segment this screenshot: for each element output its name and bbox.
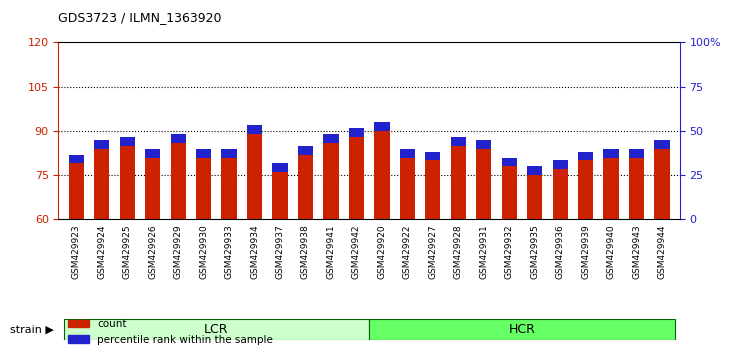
Bar [145,149,160,219]
Bar [273,164,288,219]
Text: LCR: LCR [204,323,229,336]
Bar [196,149,211,158]
Bar [298,146,313,219]
FancyBboxPatch shape [369,319,675,340]
Bar [247,125,262,219]
Bar [69,155,84,164]
Bar [273,164,288,172]
Bar [170,134,186,143]
Bar [501,158,517,219]
Bar [553,160,568,169]
Bar [69,155,84,219]
Bar [654,140,670,219]
Bar [553,160,568,219]
Bar [603,149,618,158]
Bar [349,128,364,137]
Bar [349,128,364,219]
Bar [629,149,644,158]
Bar [120,137,135,146]
Bar [196,149,211,219]
Bar [654,140,670,149]
Bar [247,125,262,134]
Bar [145,149,160,158]
Bar [527,166,542,219]
Bar [450,137,466,146]
Bar [400,149,415,219]
Bar [527,166,542,175]
Bar [450,137,466,219]
Text: strain ▶: strain ▶ [10,324,53,334]
Text: GDS3723 / ILMN_1363920: GDS3723 / ILMN_1363920 [58,11,222,24]
Bar [629,149,644,219]
Bar [221,149,237,158]
Bar [221,149,237,219]
Bar [476,140,491,219]
Legend: count, percentile rank within the sample: count, percentile rank within the sample [64,315,277,349]
Bar [501,158,517,166]
Bar [298,146,313,155]
FancyBboxPatch shape [64,319,369,340]
Bar [578,152,594,160]
Bar [425,152,441,160]
Bar [476,140,491,149]
Bar [94,140,110,149]
Bar [603,149,618,219]
Bar [323,134,338,219]
Bar [578,152,594,219]
Text: HCR: HCR [509,323,535,336]
Bar [400,149,415,158]
Bar [425,152,441,219]
Bar [120,137,135,219]
Bar [323,134,338,143]
Bar [94,140,110,219]
Bar [374,122,390,131]
Bar [170,134,186,219]
Bar [374,122,390,219]
